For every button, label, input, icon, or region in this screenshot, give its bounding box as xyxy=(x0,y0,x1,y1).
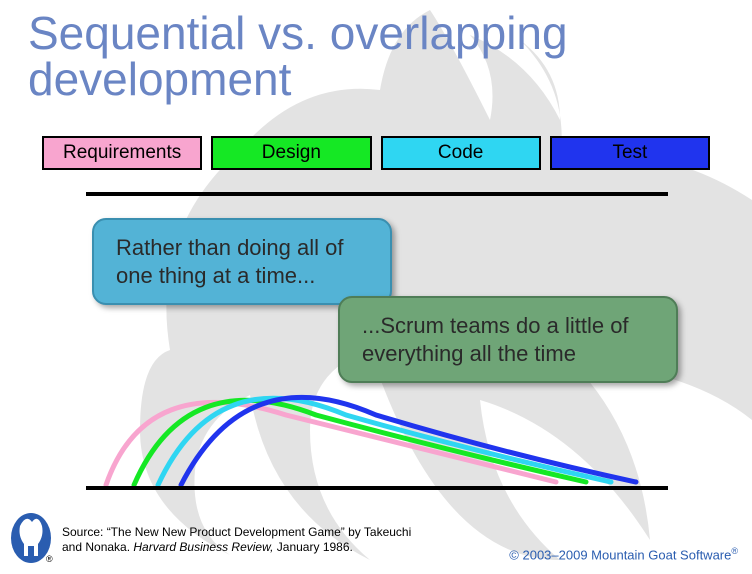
callout-second: ...Scrum teams do a little of everything… xyxy=(338,296,678,383)
mountain-goat-logo-icon: ® xyxy=(8,508,54,564)
source-italic: Harvard Business Review, xyxy=(133,540,273,554)
source-citation: Source: “The New New Product Development… xyxy=(62,525,432,556)
source-suffix: January 1986. xyxy=(273,540,352,554)
phase-code: Code xyxy=(381,136,541,170)
reg-mark: ® xyxy=(46,554,53,564)
curve-requirements xyxy=(106,402,556,485)
overlapping-curves xyxy=(86,390,668,490)
copyright-main: © 2003–2009 Mountain Goat Software xyxy=(509,547,731,562)
callout-first: Rather than doing all of one thing at a … xyxy=(92,218,392,305)
slide-title: Sequential vs. overlapping development xyxy=(28,10,752,102)
copyright-reg-icon: ® xyxy=(731,546,738,556)
sequential-timeline xyxy=(86,192,668,196)
phase-requirements: Requirements xyxy=(42,136,202,170)
phase-row: Requirements Design Code Test xyxy=(42,136,710,170)
phase-design: Design xyxy=(211,136,371,170)
copyright-text: © 2003–2009 Mountain Goat Software® xyxy=(509,546,738,562)
overlapping-timeline xyxy=(86,486,668,490)
phase-test: Test xyxy=(550,136,710,170)
